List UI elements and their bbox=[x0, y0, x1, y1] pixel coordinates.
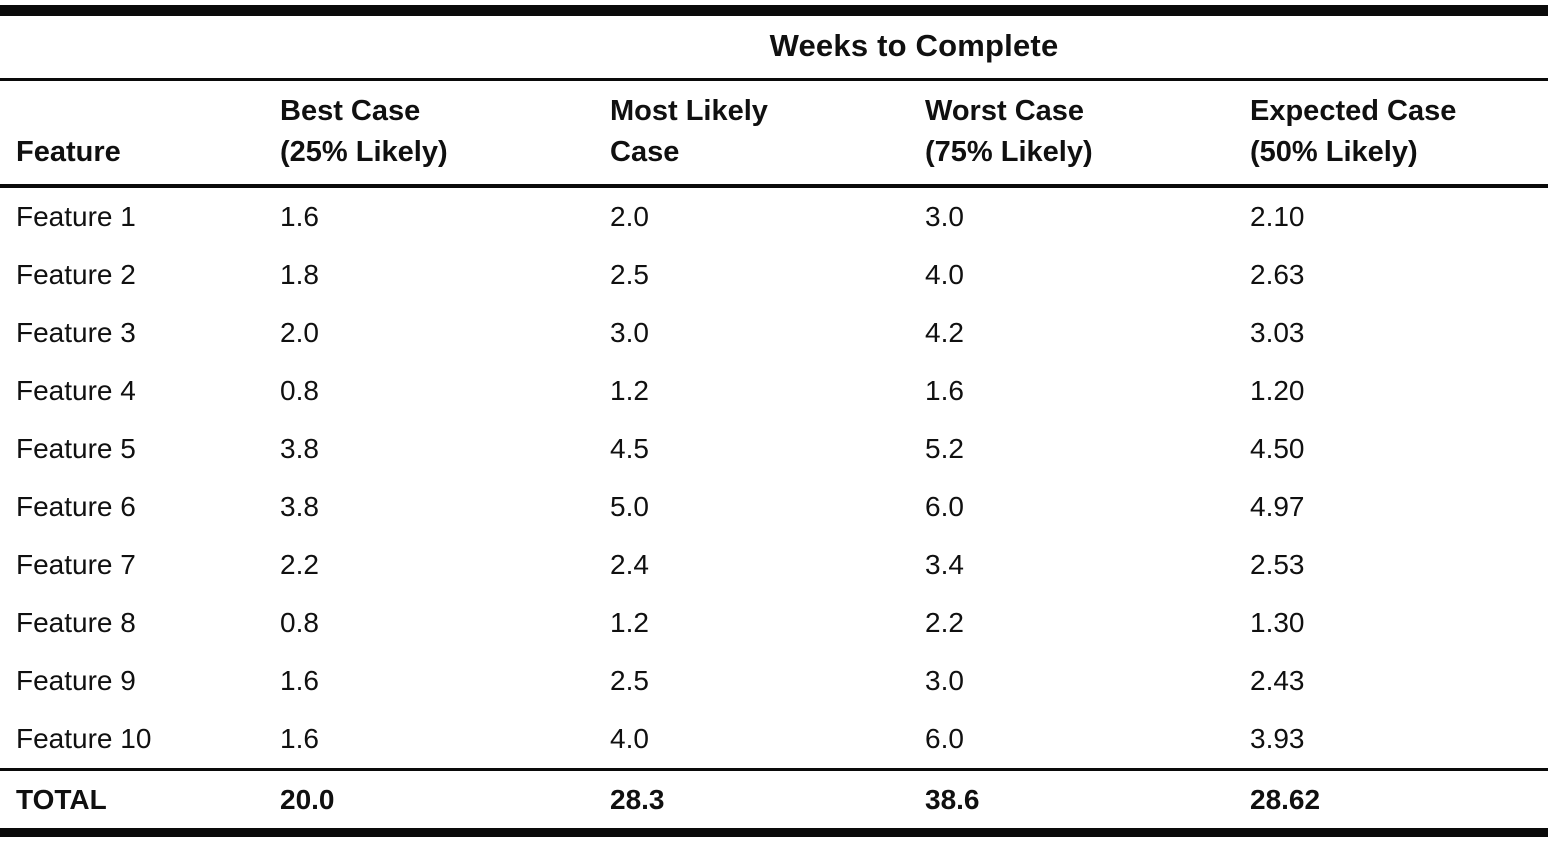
table-row: Feature 9 1.6 2.5 3.0 2.43 bbox=[0, 652, 1548, 710]
value-cell: 1.2 bbox=[610, 375, 649, 407]
total-row: TOTAL 20.0 28.3 38.6 28.62 bbox=[0, 768, 1548, 833]
feature-cell: Feature 1 bbox=[16, 201, 136, 233]
column-header-row: Feature Best Case (25% Likely) Most Like… bbox=[0, 79, 1548, 189]
column-header-best-case: Best Case (25% Likely) bbox=[280, 79, 610, 189]
value-cell: 2.2 bbox=[280, 549, 319, 581]
value-cell: 2.5 bbox=[610, 259, 649, 291]
value-cell: 4.0 bbox=[610, 723, 649, 755]
value-cell: 4.50 bbox=[1250, 433, 1305, 465]
table-row: Feature 1 1.6 2.0 3.0 2.10 bbox=[0, 186, 1548, 246]
feature-cell: Feature 6 bbox=[16, 491, 136, 523]
total-value-cell: 28.3 bbox=[610, 768, 925, 833]
table-row: Feature 6 3.8 5.0 6.0 4.97 bbox=[0, 478, 1548, 536]
value-cell: 4.97 bbox=[1250, 491, 1305, 523]
table-row: Feature 10 1.6 4.0 6.0 3.93 bbox=[0, 710, 1548, 770]
column-header-feature: Feature bbox=[0, 79, 280, 189]
value-cell: 0.8 bbox=[280, 607, 319, 639]
value-cell: 1.8 bbox=[280, 259, 319, 291]
value-cell: 6.0 bbox=[925, 491, 964, 523]
value-cell: 5.0 bbox=[610, 491, 649, 523]
table-row: Feature 8 0.8 1.2 2.2 1.30 bbox=[0, 594, 1548, 652]
spanning-header: Weeks to Complete bbox=[280, 10, 1548, 81]
value-cell: 1.6 bbox=[280, 201, 319, 233]
feature-cell: Feature 2 bbox=[16, 259, 136, 291]
value-cell: 2.2 bbox=[925, 607, 964, 639]
value-cell: 1.30 bbox=[1250, 607, 1305, 639]
total-value-cell: 28.62 bbox=[1250, 768, 1548, 833]
value-cell: 2.0 bbox=[280, 317, 319, 349]
weeks-to-complete-table: Weeks to Complete Feature Best Case (25%… bbox=[0, 5, 1548, 838]
column-header-worst-case: Worst Case (75% Likely) bbox=[925, 79, 1250, 189]
table-row: Feature 7 2.2 2.4 3.4 2.53 bbox=[0, 536, 1548, 594]
value-cell: 3.0 bbox=[925, 201, 964, 233]
total-value-cell: 38.6 bbox=[925, 768, 1250, 833]
value-cell: 2.63 bbox=[1250, 259, 1305, 291]
value-cell: 3.8 bbox=[280, 491, 319, 523]
value-cell: 3.03 bbox=[1250, 317, 1305, 349]
value-cell: 1.6 bbox=[925, 375, 964, 407]
value-cell: 6.0 bbox=[925, 723, 964, 755]
value-cell: 4.5 bbox=[610, 433, 649, 465]
table-row: Feature 2 1.8 2.5 4.0 2.63 bbox=[0, 246, 1548, 304]
value-cell: 3.93 bbox=[1250, 723, 1305, 755]
value-cell: 4.0 bbox=[925, 259, 964, 291]
feature-cell: Feature 5 bbox=[16, 433, 136, 465]
value-cell: 3.8 bbox=[280, 433, 319, 465]
feature-cell: Feature 9 bbox=[16, 665, 136, 697]
value-cell: 2.10 bbox=[1250, 201, 1305, 233]
value-cell: 3.0 bbox=[610, 317, 649, 349]
value-cell: 1.6 bbox=[280, 665, 319, 697]
value-cell: 1.6 bbox=[280, 723, 319, 755]
spanning-header-spacer bbox=[0, 10, 280, 81]
value-cell: 1.2 bbox=[610, 607, 649, 639]
value-cell: 2.5 bbox=[610, 665, 649, 697]
value-cell: 2.43 bbox=[1250, 665, 1305, 697]
feature-cell: Feature 10 bbox=[16, 723, 152, 755]
spanning-header-row: Weeks to Complete bbox=[0, 10, 1548, 81]
total-label-cell: TOTAL bbox=[0, 768, 280, 833]
feature-cell: Feature 7 bbox=[16, 549, 136, 581]
column-header-expected-case: Expected Case (50% Likely) bbox=[1250, 79, 1548, 189]
value-cell: 2.53 bbox=[1250, 549, 1305, 581]
feature-cell: Feature 8 bbox=[16, 607, 136, 639]
value-cell: 2.4 bbox=[610, 549, 649, 581]
value-cell: 3.4 bbox=[925, 549, 964, 581]
column-header-most-likely-case: Most Likely Case bbox=[610, 79, 925, 189]
value-cell: 0.8 bbox=[280, 375, 319, 407]
table-row: Feature 3 2.0 3.0 4.2 3.03 bbox=[0, 304, 1548, 362]
value-cell: 3.0 bbox=[925, 665, 964, 697]
table-row: Feature 4 0.8 1.2 1.6 1.20 bbox=[0, 362, 1548, 420]
value-cell: 1.20 bbox=[1250, 375, 1305, 407]
total-value-cell: 20.0 bbox=[280, 768, 610, 833]
value-cell: 5.2 bbox=[925, 433, 964, 465]
feature-cell: Feature 3 bbox=[16, 317, 136, 349]
table-row: Feature 5 3.8 4.5 5.2 4.50 bbox=[0, 420, 1548, 478]
feature-cell: Feature 4 bbox=[16, 375, 136, 407]
value-cell: 2.0 bbox=[610, 201, 649, 233]
value-cell: 4.2 bbox=[925, 317, 964, 349]
